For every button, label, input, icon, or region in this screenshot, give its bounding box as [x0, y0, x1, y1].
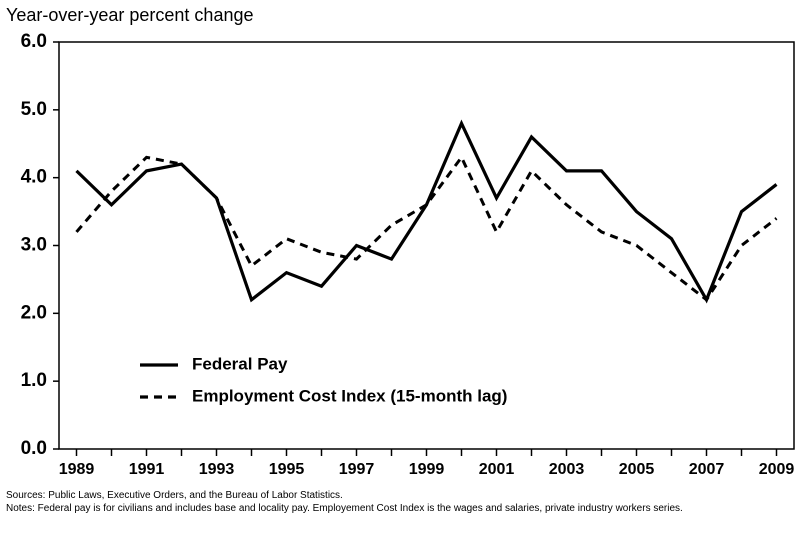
notes: Notes: Federal pay is for civilians and …	[6, 503, 683, 514]
sources: Sources: Public Laws, Executive Orders, …	[6, 490, 343, 501]
x-tick-label: 2001	[479, 461, 515, 478]
y-tick-label: 2.0	[21, 302, 47, 323]
y-axis-label: Year-over-year percent change	[6, 5, 253, 25]
y-tick-label: 5.0	[21, 99, 47, 120]
y-tick-label: 1.0	[21, 370, 47, 391]
x-tick-label: 2003	[549, 461, 585, 478]
x-tick-label: 1997	[339, 461, 375, 478]
y-tick-label: 3.0	[21, 235, 47, 256]
x-tick-label: 1989	[59, 461, 95, 478]
x-tick-label: 1995	[269, 461, 305, 478]
y-tick-label: 6.0	[21, 31, 47, 52]
x-tick-label: 2007	[689, 461, 725, 478]
legend-label: Employment Cost Index (15-month lag)	[192, 386, 507, 405]
y-tick-label: 4.0	[21, 167, 47, 188]
line-series	[75, 154, 778, 302]
x-tick-label: 1999	[409, 461, 445, 478]
x-tick-label: 1991	[129, 461, 165, 478]
x-tick-label: 2009	[759, 461, 795, 478]
x-tick-label: 1993	[199, 461, 235, 478]
y-tick-label: 0.0	[21, 438, 47, 459]
chart: Year-over-year percent change 0.0 1.0 2.0 3…	[6, 5, 795, 478]
x-tick-label: 2005	[619, 461, 655, 478]
legend-label: Federal Pay	[192, 354, 288, 373]
